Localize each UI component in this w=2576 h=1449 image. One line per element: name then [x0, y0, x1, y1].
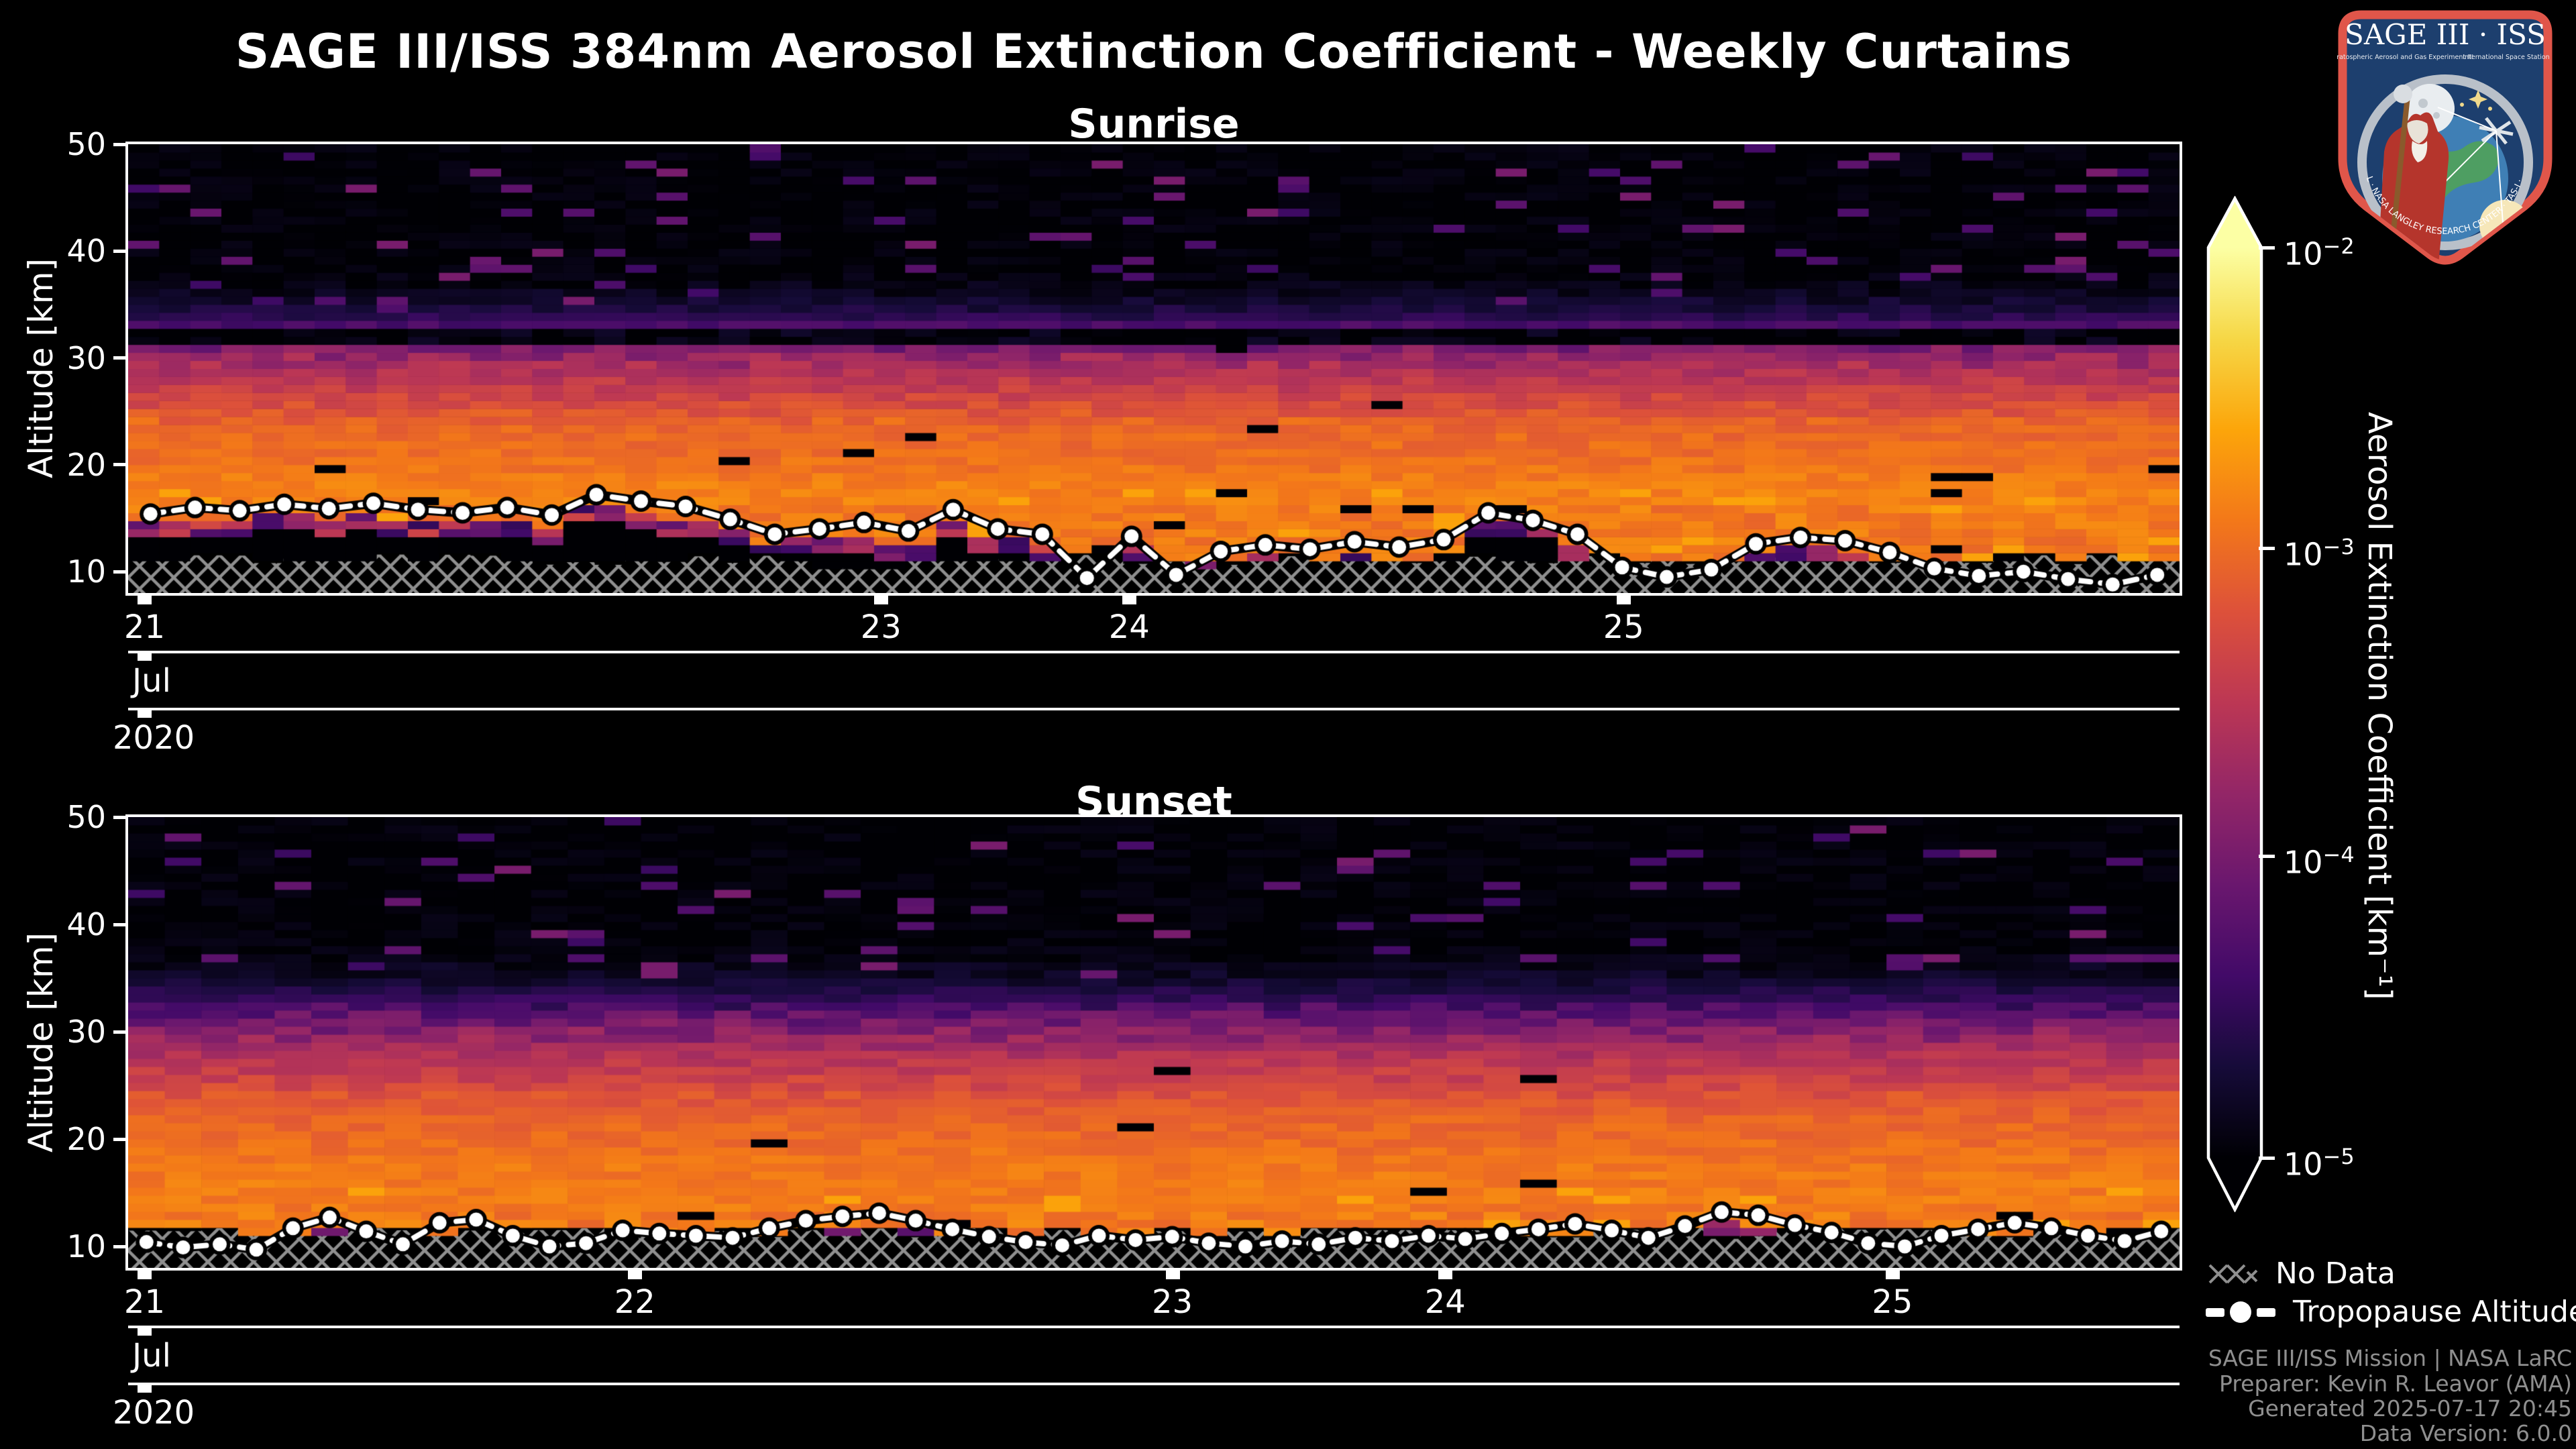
patch-ring: [2357, 74, 2533, 250]
colorbar-tick-label: 10−5: [2284, 1144, 2355, 1183]
credit-mission: SAGE III/ISS Mission | NASA LaRC: [2208, 1345, 2572, 1371]
x-day-tick: [138, 596, 152, 604]
y-tick: [113, 249, 128, 253]
year-axis-line: [128, 1383, 2180, 1385]
x-day-tick: [138, 1271, 152, 1279]
tropopause-label: Tropopause Altitude: [2293, 1295, 2576, 1329]
month-axis-line: [128, 651, 2180, 653]
y-tick-label: 50: [66, 799, 106, 835]
y-tick: [113, 463, 128, 467]
legend-no-data: No Data: [2207, 1256, 2396, 1291]
y-tick-label: 10: [66, 1228, 106, 1265]
colorbar-tick: [2259, 546, 2275, 550]
figure-title: SAGE III/ISS 384nm Aerosol Extinction Co…: [235, 24, 2073, 79]
patch-subtitle-right: International Space Station: [2463, 54, 2549, 61]
x-day-tick-label: 24: [1108, 608, 1150, 646]
patch-subtitle-left: Stratospheric Aerosol and Gas Experiment…: [2337, 54, 2473, 61]
colorbar-tick-label: 10−2: [2284, 233, 2355, 272]
colorbar: [2206, 196, 2263, 1212]
y-tick-label: 40: [66, 906, 106, 943]
colorbar-tick: [2259, 854, 2275, 858]
colorbar-axis-label: Aerosol Extinction Coefficient [km⁻¹]: [2361, 411, 2398, 1000]
month-axis-line: [128, 1326, 2180, 1328]
month-tick: [138, 1328, 152, 1336]
sunrise-curtain-plot: [125, 142, 2182, 596]
year-tick: [138, 710, 152, 718]
moon-crater: [2418, 99, 2428, 108]
patch-title: SAGE III · ISS: [2345, 18, 2546, 51]
y-tick-label: 40: [66, 233, 106, 270]
credit-generated: Generated 2025-07-17 20:45: [2248, 1395, 2572, 1421]
y-tick: [113, 142, 128, 146]
year-tick: [138, 1385, 152, 1393]
y-tick: [113, 1137, 128, 1141]
y-tick-label: 30: [66, 1014, 106, 1050]
y-tick: [113, 815, 128, 819]
sunset-curtain-plot: [125, 814, 2182, 1271]
year-axis-line: [128, 708, 2180, 710]
x-day-tick: [1165, 1271, 1180, 1279]
x-day-tick: [628, 1271, 643, 1279]
legend-tropopause: Tropopause Altitude: [2206, 1295, 2576, 1329]
y-axis-label: Altitude [km]: [21, 932, 60, 1152]
sage-iii-iss-mission-patch-logo: BALL · NASA LANGLEY RESEARCH CENTER · TA…: [2337, 10, 2553, 265]
colorbar-tick-label: 10−4: [2284, 842, 2355, 881]
tropopause-line-icon: [2206, 1301, 2275, 1323]
y-axis-label: Altitude [km]: [21, 258, 60, 479]
sunrise-heatmap-canvas: [128, 144, 2180, 593]
x-day-tick: [1885, 1271, 1900, 1279]
sunrise-plot-title: Sunrise: [1068, 101, 1240, 148]
colorbar-tick: [2259, 246, 2275, 250]
x-day-tick-label: 22: [614, 1283, 655, 1321]
x-day-tick-label: 21: [123, 608, 165, 646]
y-tick: [113, 1030, 128, 1034]
x-day-tick-label: 24: [1424, 1283, 1466, 1321]
y-tick: [113, 356, 128, 360]
month-tick-label: Jul: [132, 1337, 171, 1375]
x-day-tick-label: 21: [123, 1283, 165, 1321]
x-day-tick-label: 25: [1872, 1283, 1913, 1321]
x-day-tick-label: 23: [1151, 1283, 1193, 1321]
credit-data-version: Data Version: 6.0.0: [2359, 1420, 2572, 1446]
colorbar-gradient-bar: [2206, 196, 2263, 1212]
patch-stars: [2460, 90, 2492, 111]
y-tick: [113, 570, 128, 574]
y-tick-label: 20: [66, 446, 106, 483]
moon-crater: [2433, 112, 2440, 119]
credit-preparer: Preparer: Kevin R. Leavor (AMA): [2219, 1371, 2572, 1397]
y-tick: [113, 1244, 128, 1248]
y-tick-label: 50: [66, 126, 106, 162]
y-tick: [113, 922, 128, 926]
y-tick-label: 20: [66, 1121, 106, 1157]
x-day-tick: [874, 596, 889, 604]
year-tick-label: 2020: [113, 719, 195, 757]
x-day-tick: [1122, 596, 1137, 604]
y-tick-label: 10: [66, 553, 106, 590]
month-tick: [138, 653, 152, 661]
no-data-label: No Data: [2275, 1256, 2396, 1291]
x-day-tick-label: 25: [1603, 608, 1644, 646]
colorbar-tick: [2259, 1156, 2275, 1160]
x-day-tick: [1438, 1271, 1453, 1279]
y-tick-label: 30: [66, 339, 106, 376]
no-data-hatch-icon: [2208, 1264, 2258, 1283]
month-tick-label: Jul: [132, 662, 171, 700]
sunset-heatmap-canvas: [128, 817, 2180, 1268]
x-day-tick: [1617, 596, 1631, 604]
year-tick-label: 2020: [113, 1394, 195, 1432]
x-day-tick-label: 23: [860, 608, 902, 646]
colorbar-tick-label: 10−3: [2284, 534, 2355, 573]
